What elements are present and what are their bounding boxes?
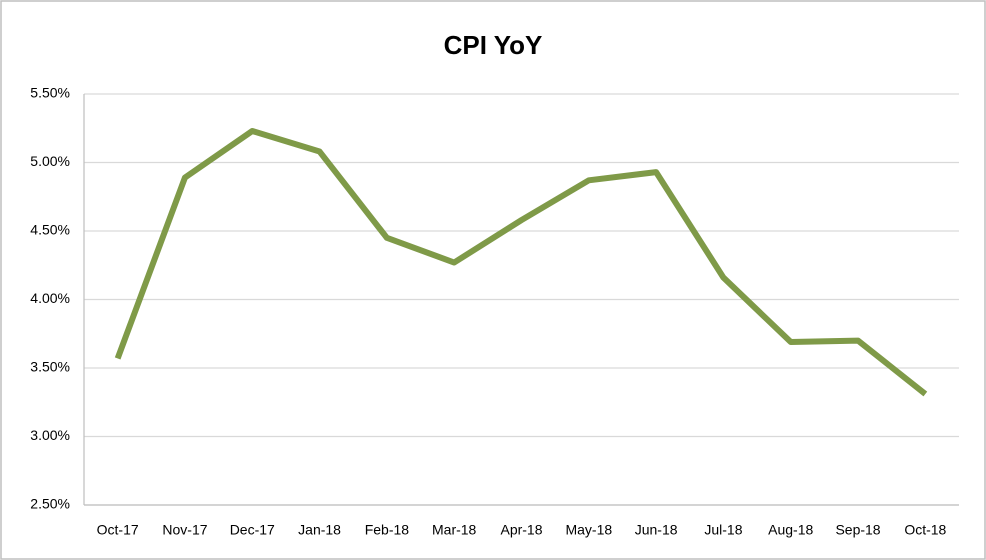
y-tick-label: 5.50% xyxy=(30,85,70,101)
x-tick-label: Jan-18 xyxy=(298,522,341,538)
x-tick-label: Jun-18 xyxy=(635,522,678,538)
data-line xyxy=(114,127,928,397)
x-tick-label: Feb-18 xyxy=(365,522,410,538)
y-tick-label: 3.00% xyxy=(30,427,70,443)
chart-title: CPI YoY xyxy=(444,30,543,60)
x-tick-label: Jul-18 xyxy=(704,522,742,538)
x-tick-label: Mar-18 xyxy=(432,522,477,538)
x-tick-label: May-18 xyxy=(565,522,612,538)
x-tick-label: Sep-18 xyxy=(835,522,880,538)
y-tick-label: 4.50% xyxy=(30,222,70,238)
y-tick-label: 2.50% xyxy=(30,496,70,512)
x-tick-label: Oct-17 xyxy=(97,522,139,538)
x-tick-label: Dec-17 xyxy=(230,522,275,538)
x-tick-label: Oct-18 xyxy=(904,522,946,538)
x-tick-label: Apr-18 xyxy=(500,522,542,538)
x-tick-label: Nov-17 xyxy=(162,522,207,538)
y-tick-label: 4.00% xyxy=(30,290,70,306)
x-tick-label: Aug-18 xyxy=(768,522,813,538)
y-tick-label: 5.00% xyxy=(30,153,70,169)
y-tick-label: 3.50% xyxy=(30,359,70,375)
